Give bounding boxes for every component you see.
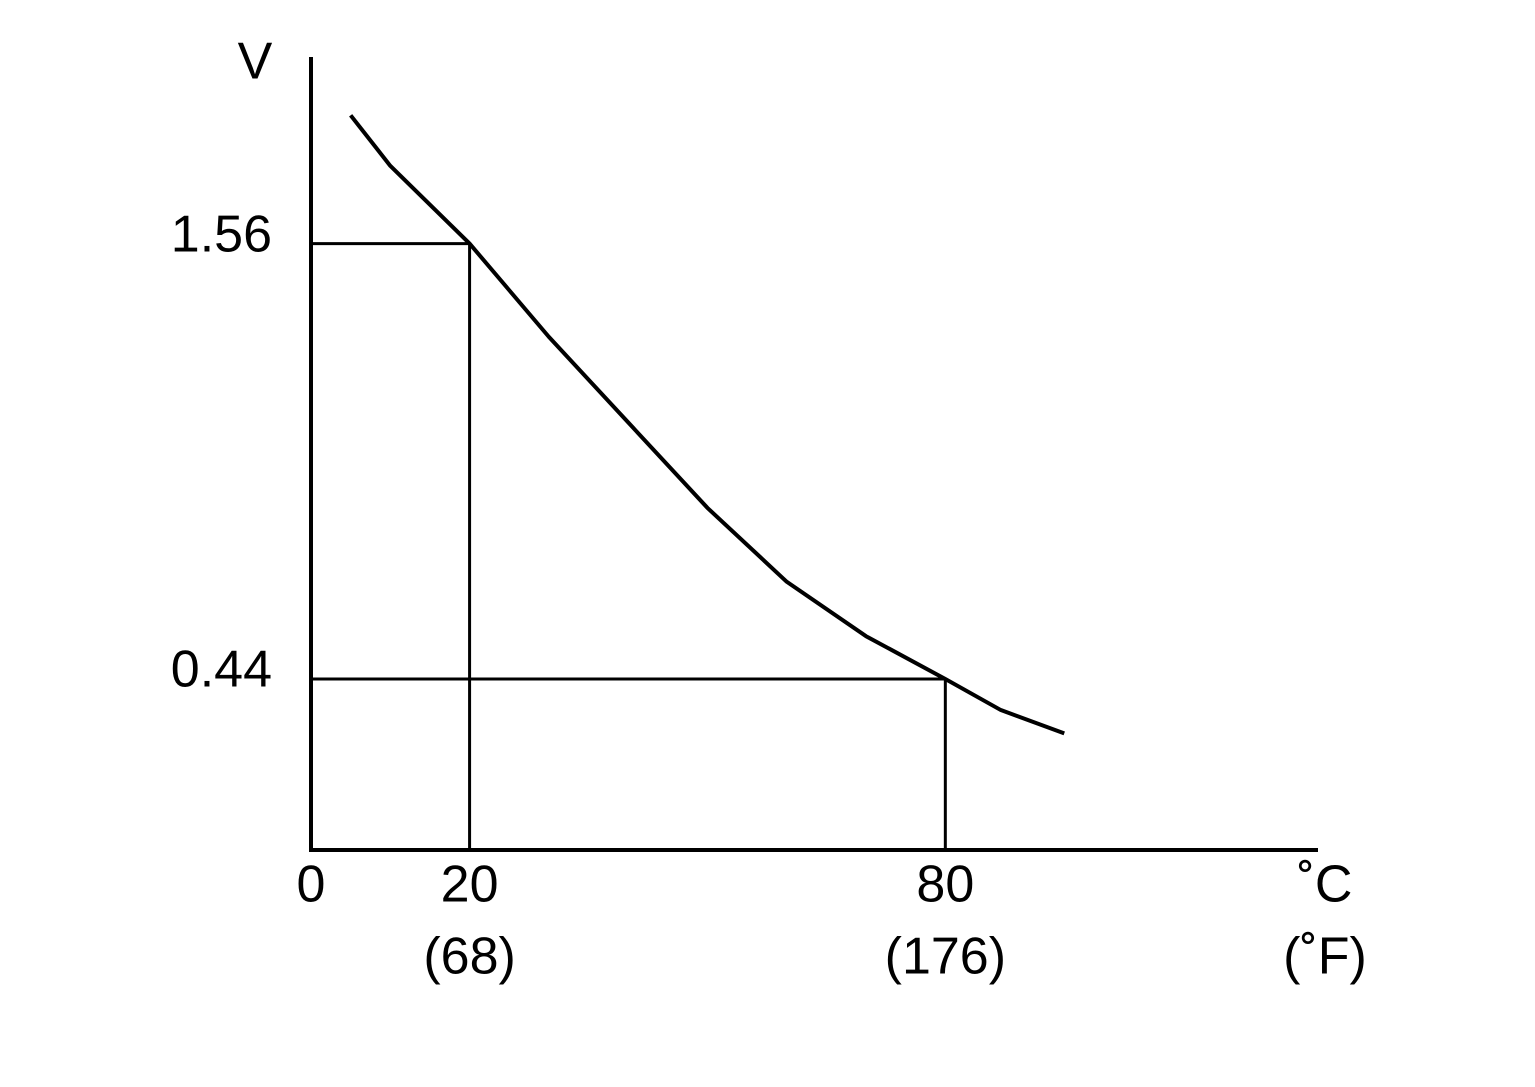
x-tick-label-secondary: (176)	[885, 928, 1006, 986]
x-tick-label: 0	[297, 856, 326, 914]
x-axis-label-secondary: (˚F)	[1283, 928, 1367, 986]
x-tick-label: 80	[916, 856, 974, 914]
y-tick-label: 1.56	[171, 205, 272, 263]
y-tick-label: 0.44	[171, 641, 272, 699]
curve	[349, 114, 1065, 736]
y-axis-label: V	[238, 33, 273, 91]
x-axis-label: ˚C	[1298, 856, 1353, 914]
x-tick-label-secondary: (68)	[423, 928, 515, 986]
x-tick-label: 20	[441, 856, 499, 914]
